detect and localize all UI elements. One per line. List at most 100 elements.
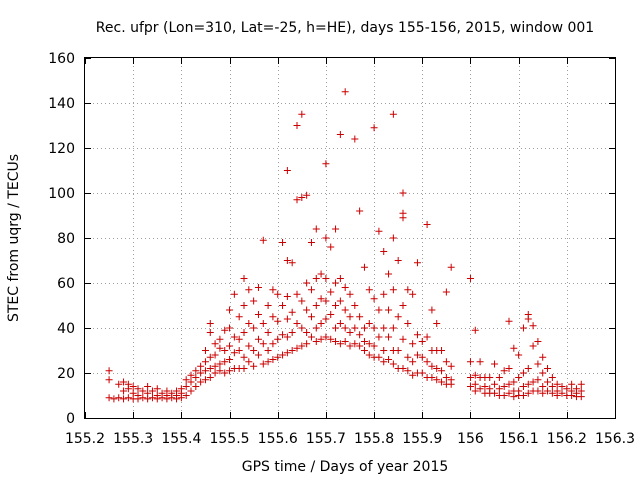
data-point bbox=[322, 297, 330, 305]
data-point bbox=[317, 335, 325, 343]
grid-lines bbox=[85, 58, 615, 418]
data-point bbox=[206, 365, 214, 372]
data-point bbox=[307, 313, 315, 321]
data-point bbox=[447, 263, 455, 271]
data-point bbox=[336, 131, 344, 138]
data-point bbox=[476, 385, 484, 393]
data-point bbox=[351, 302, 359, 309]
data-point bbox=[293, 290, 301, 298]
data-point bbox=[279, 302, 287, 309]
data-point bbox=[399, 335, 407, 343]
data-point bbox=[529, 378, 537, 386]
data-point bbox=[365, 351, 373, 359]
data-point bbox=[385, 356, 393, 363]
data-point bbox=[409, 290, 417, 298]
data-point bbox=[389, 110, 397, 118]
data-point bbox=[500, 383, 508, 390]
data-point bbox=[515, 374, 523, 381]
data-point bbox=[168, 394, 176, 402]
data-point bbox=[519, 392, 527, 399]
x-tick-label: 155.5 bbox=[209, 431, 249, 447]
data-point bbox=[519, 369, 527, 377]
data-point bbox=[428, 306, 436, 314]
data-point bbox=[336, 340, 344, 348]
data-point bbox=[298, 110, 306, 118]
data-point bbox=[505, 317, 513, 325]
data-point bbox=[322, 160, 330, 168]
data-point bbox=[283, 257, 291, 264]
data-point bbox=[216, 344, 224, 352]
data-point bbox=[389, 286, 397, 294]
data-point bbox=[264, 358, 272, 366]
data-point bbox=[428, 374, 436, 381]
data-point bbox=[341, 88, 349, 96]
data-point bbox=[418, 353, 426, 361]
data-point bbox=[336, 320, 344, 327]
data-point bbox=[568, 380, 576, 388]
y-tick-label: 160 bbox=[48, 51, 75, 67]
data-point bbox=[491, 389, 499, 397]
y-tick-labels: 0 20 40 60 80 100 120 140 160 bbox=[48, 51, 75, 427]
data-point bbox=[375, 333, 383, 341]
data-point bbox=[312, 302, 320, 309]
data-point bbox=[274, 353, 282, 361]
data-point bbox=[303, 306, 311, 314]
data-point bbox=[283, 315, 291, 323]
data-point bbox=[466, 275, 474, 282]
data-point bbox=[433, 376, 441, 384]
data-point bbox=[423, 358, 431, 366]
data-point bbox=[120, 395, 128, 403]
data-point bbox=[105, 376, 113, 384]
data-point bbox=[380, 347, 388, 354]
data-point bbox=[134, 385, 142, 393]
data-point bbox=[409, 358, 417, 366]
data-point bbox=[235, 335, 243, 343]
data-point bbox=[394, 257, 402, 264]
data-point bbox=[211, 362, 219, 370]
plot-frame bbox=[84, 57, 616, 419]
data-point bbox=[293, 196, 301, 204]
data-point bbox=[317, 320, 325, 327]
y-tick-label: 20 bbox=[57, 366, 75, 382]
data-point bbox=[245, 320, 253, 327]
x-tick-label: 156 bbox=[457, 431, 484, 447]
data-point bbox=[370, 295, 378, 303]
data-point bbox=[524, 389, 532, 397]
data-point bbox=[423, 221, 431, 228]
data-point bbox=[356, 342, 364, 350]
data-point bbox=[235, 347, 243, 354]
data-point bbox=[216, 335, 224, 343]
data-point bbox=[259, 340, 267, 348]
data-point bbox=[510, 344, 518, 352]
data-point bbox=[360, 338, 368, 345]
data-point bbox=[529, 342, 537, 350]
data-point bbox=[471, 380, 479, 388]
data-point bbox=[293, 320, 301, 327]
data-point bbox=[279, 351, 287, 359]
data-point bbox=[346, 342, 354, 350]
data-point bbox=[495, 385, 503, 393]
data-point bbox=[505, 389, 513, 397]
data-point bbox=[466, 358, 474, 366]
data-point bbox=[577, 393, 585, 401]
data-point bbox=[303, 329, 311, 336]
x-axis-label: GPS time / Days of year 2015 bbox=[242, 459, 449, 475]
data-point bbox=[254, 351, 262, 359]
data-point bbox=[510, 393, 518, 401]
data-point bbox=[394, 313, 402, 321]
data-point bbox=[510, 378, 518, 386]
data-point bbox=[187, 371, 195, 379]
y-tick-label: 120 bbox=[48, 141, 75, 157]
data-point bbox=[254, 311, 262, 318]
data-point bbox=[524, 315, 532, 323]
data-point bbox=[288, 259, 296, 267]
data-point bbox=[346, 290, 354, 298]
x-tick-label: 155.2 bbox=[65, 431, 105, 447]
data-point bbox=[201, 367, 209, 375]
data-point bbox=[385, 306, 393, 314]
data-point bbox=[226, 324, 234, 332]
data-point bbox=[293, 122, 301, 129]
data-point bbox=[438, 378, 446, 386]
y-tick-label: 80 bbox=[57, 231, 75, 247]
data-point bbox=[385, 333, 393, 341]
